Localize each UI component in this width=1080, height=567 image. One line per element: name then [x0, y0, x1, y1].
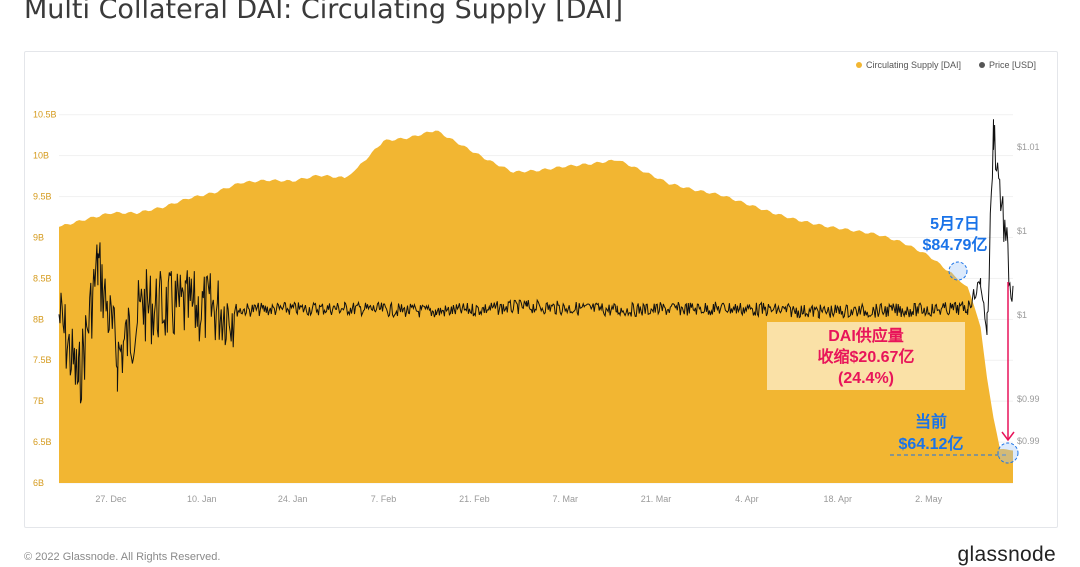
- x-tick: 21. Feb: [459, 494, 490, 504]
- x-tick: 4. Apr: [735, 494, 759, 504]
- y-right-tick: $0.99: [1017, 436, 1040, 446]
- shrink-callout-line2: 收缩$20.67亿: [818, 347, 915, 366]
- x-tick: 7. Mar: [552, 494, 578, 504]
- drop-arrow-head: [1001, 431, 1015, 442]
- y-axis-right: $0.99 $0.99 $1 $1 $1.01: [1017, 142, 1040, 446]
- y-left-tick: 6.5B: [33, 437, 52, 447]
- shrink-callout-line3: (24.4%): [838, 370, 894, 387]
- brand-logo: glassnode: [957, 543, 1056, 566]
- y-right-tick: $1: [1017, 226, 1027, 236]
- y-left-tick: 7B: [33, 396, 44, 406]
- annotations: DAI供应量 收缩$20.67亿 (24.4%) 5月7日 $84.79亿 当前…: [767, 215, 1019, 464]
- x-tick: 21. Mar: [641, 494, 672, 504]
- may7-value-label: $84.79亿: [923, 235, 988, 254]
- supply-area: [59, 130, 1013, 483]
- legend-price-swatch: [979, 62, 985, 68]
- x-tick: 18. Apr: [824, 494, 853, 504]
- chart-svg: 27. Dec 10. Jan 24. Jan 7. Feb 21. Feb 7. Mar…: [33, 60, 1040, 504]
- chart-panel: 27. Dec 10. Jan 24. Jan 7. Feb 21. Feb 7. Mar…: [24, 51, 1058, 528]
- shrink-callout-box: [767, 322, 965, 390]
- x-tick: 27. Dec: [95, 494, 127, 504]
- y-right-tick: $0.99: [1017, 394, 1040, 404]
- current-marker: [997, 442, 1019, 464]
- legend: Circulating Supply [DAI] Price [USD]: [856, 60, 1036, 70]
- may7-marker: [948, 261, 968, 281]
- legend-price-label[interactable]: Price [USD]: [989, 60, 1036, 70]
- y-left-tick: 8B: [33, 314, 44, 324]
- shrink-callout-line1: DAI供应量: [828, 326, 904, 345]
- y-left-tick: 7.5B: [33, 355, 52, 365]
- x-tick: 7. Feb: [371, 494, 397, 504]
- x-tick: 10. Jan: [187, 494, 217, 504]
- x-axis: 27. Dec 10. Jan 24. Jan 7. Feb 21. Feb 7. Mar…: [95, 494, 942, 504]
- y-left-tick: 9.5B: [33, 192, 52, 202]
- current-value-label: $64.12亿: [899, 434, 964, 453]
- x-tick: 24. Jan: [278, 494, 308, 504]
- legend-supply-swatch: [856, 62, 862, 68]
- y-right-tick: $1: [1017, 310, 1027, 320]
- y-left-tick: 9B: [33, 232, 44, 242]
- chart-title: Multi Collateral DAI: Circulating Supply…: [24, 0, 624, 25]
- y-left-tick: 10.5B: [33, 110, 57, 120]
- y-right-tick: $1.01: [1017, 142, 1040, 152]
- current-label: 当前: [915, 412, 947, 431]
- y-left-tick: 8.5B: [33, 273, 52, 283]
- y-left-tick: 6B: [33, 478, 44, 488]
- price-line: [58, 119, 1014, 404]
- y-axis-left: 6B 6.5B 7B 7.5B 8B 8.5B 9B 9.5B 10B 10.5B: [33, 110, 57, 488]
- x-tick: 2. May: [915, 494, 943, 504]
- copyright-text: © 2022 Glassnode. All Rights Reserved.: [24, 551, 221, 563]
- may7-date-label: 5月7日: [930, 215, 980, 233]
- y-left-tick: 10B: [33, 151, 49, 161]
- legend-supply-label[interactable]: Circulating Supply [DAI]: [866, 60, 961, 70]
